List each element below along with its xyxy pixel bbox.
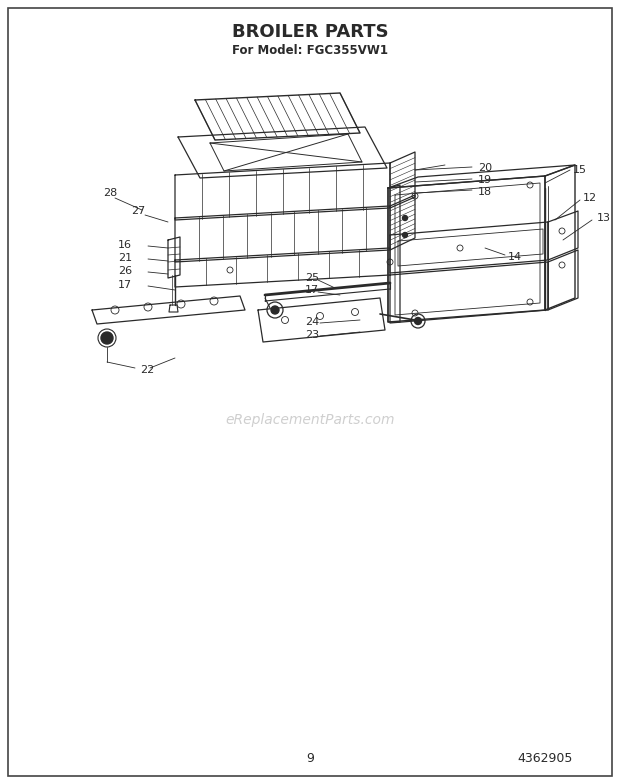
Text: 21: 21 xyxy=(118,253,132,263)
Text: 20: 20 xyxy=(478,163,492,173)
Text: 16: 16 xyxy=(118,240,132,250)
Circle shape xyxy=(271,306,279,314)
Text: 28: 28 xyxy=(103,188,117,198)
Text: 23: 23 xyxy=(305,330,319,340)
Text: 25: 25 xyxy=(305,273,319,283)
Text: 13: 13 xyxy=(597,213,611,223)
Text: 27: 27 xyxy=(131,206,145,216)
Circle shape xyxy=(402,233,407,238)
Text: 12: 12 xyxy=(583,193,597,203)
Circle shape xyxy=(415,318,422,325)
Text: 15: 15 xyxy=(573,165,587,175)
Text: 17: 17 xyxy=(305,285,319,295)
Text: 24: 24 xyxy=(305,317,319,327)
Text: BROILER PARTS: BROILER PARTS xyxy=(232,23,388,41)
Text: 22: 22 xyxy=(140,365,154,375)
Text: 19: 19 xyxy=(478,175,492,185)
Text: 18: 18 xyxy=(478,187,492,197)
Text: 4362905: 4362905 xyxy=(517,752,573,764)
Circle shape xyxy=(101,332,113,344)
Text: For Model: FGC355VW1: For Model: FGC355VW1 xyxy=(232,43,388,56)
Text: 14: 14 xyxy=(508,252,522,262)
Text: eReplacementParts.com: eReplacementParts.com xyxy=(225,413,395,427)
Circle shape xyxy=(402,216,407,220)
Text: 9: 9 xyxy=(306,752,314,764)
Text: 17: 17 xyxy=(118,280,132,290)
Text: 26: 26 xyxy=(118,266,132,276)
